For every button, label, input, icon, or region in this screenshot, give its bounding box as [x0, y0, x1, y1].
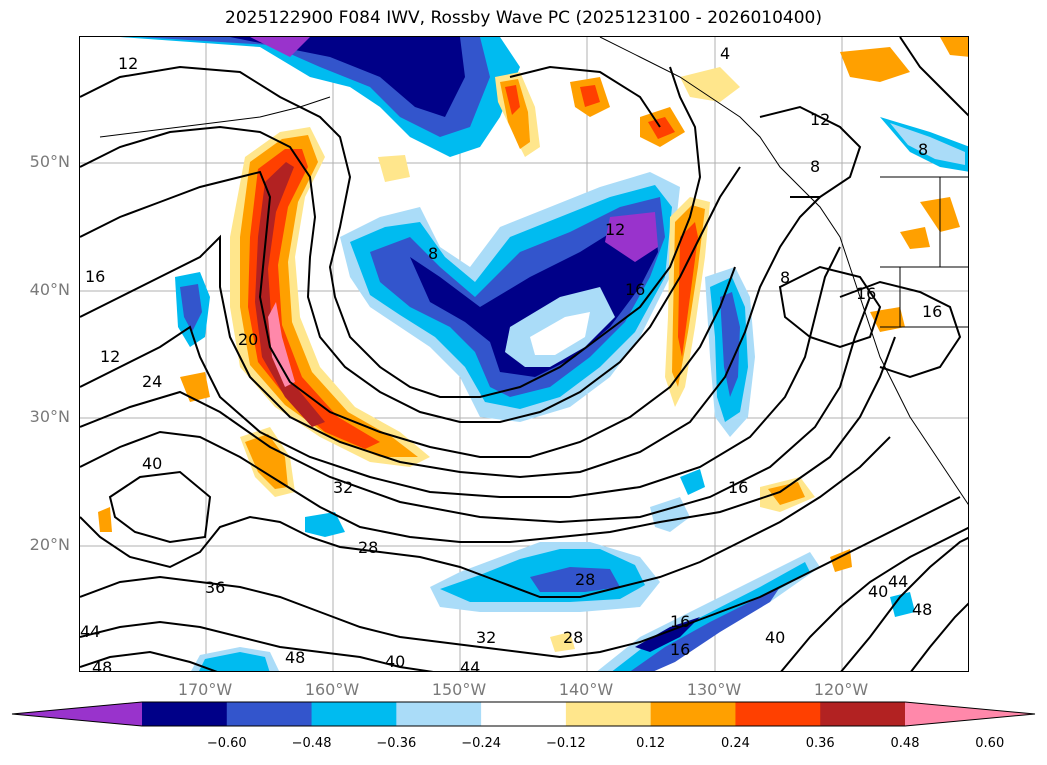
contour-label: 44: [80, 622, 100, 641]
contour-label: 48: [285, 648, 305, 667]
positive-anomaly-fill: [98, 37, 968, 652]
colorbar-segment: [481, 702, 567, 726]
lon-label-120w: 120°W: [813, 680, 869, 699]
contour-label: 28: [563, 628, 583, 647]
lat-label-50n: 50°N: [29, 152, 70, 171]
contour-label: 8: [918, 140, 928, 159]
colorbar-tick-label: −0.48: [291, 736, 332, 751]
colorbar-segment: [565, 702, 652, 726]
coastlines: [99, 37, 968, 505]
contour-label: 32: [333, 478, 353, 497]
contour-label: 16: [856, 284, 876, 303]
contour-label: 28: [358, 538, 378, 557]
map-canvas: 12 4 12 8 8 8 12 16 16 16 16 12 20 24 32…: [80, 37, 968, 672]
colorbar-segment: [226, 702, 313, 726]
contour-label: 48: [912, 600, 932, 619]
lat-label-40n: 40°N: [29, 280, 70, 299]
contour-label: 40: [385, 652, 405, 671]
lon-label-140w: 140°W: [558, 680, 614, 699]
lon-label-160w: 160°W: [304, 680, 360, 699]
contour-label: 8: [810, 157, 820, 176]
colorbar-extend-high: [905, 702, 1035, 726]
contour-label: 28: [575, 570, 595, 589]
contour-label: 24: [142, 372, 162, 391]
colorbar: [11, 701, 1036, 727]
colorbar-tick-label: 0.48: [890, 736, 920, 751]
contour-label: 4: [720, 44, 730, 63]
colorbar-tick-label: 0.36: [805, 736, 835, 751]
colorbar-segment: [311, 702, 397, 726]
contour-label: 32: [476, 628, 496, 647]
colorbar-tick-label: −0.60: [206, 736, 247, 751]
contour-label: 40: [142, 454, 162, 473]
contour-label: 12: [100, 347, 120, 366]
colorbar-tick-label: −0.12: [545, 736, 586, 751]
contour-label: 16: [670, 640, 690, 659]
lon-label-150w: 150°W: [431, 680, 487, 699]
colorbar-outline: [11, 701, 1036, 727]
colorbar-segments: [12, 702, 1035, 726]
contour-label: 16: [670, 612, 690, 631]
lat-label-30n: 30°N: [29, 407, 70, 426]
colorbar-tick-label: 0.24: [720, 736, 750, 751]
contour-label: 12: [118, 54, 138, 73]
contour-label: 44: [460, 658, 480, 672]
colorbar-segment: [650, 702, 736, 726]
contour-label: 12: [605, 220, 625, 239]
contour-label: 20: [238, 330, 258, 349]
contour-label: 16: [85, 267, 105, 286]
contour-label-group: 12 4 12 8 8 8 12 16 16 16 16 12 20 24 32…: [80, 44, 942, 672]
contour-label: 12: [810, 110, 830, 129]
lon-label-170w: 170°W: [177, 680, 233, 699]
contour-label: 44: [888, 572, 908, 591]
colorbar-segment: [396, 702, 482, 726]
colorbar-tick-label: −0.24: [461, 736, 502, 751]
colorbar-segment: [735, 702, 821, 726]
contour-label: 16: [625, 280, 645, 299]
lat-label-20n: 20°N: [29, 535, 70, 554]
colorbar-tick-label: 0.60: [975, 736, 1005, 751]
colorbar-tick-label: 0.12: [636, 736, 666, 751]
contour-label: 40: [868, 582, 888, 601]
iwv-contours: [80, 37, 968, 671]
lon-label-130w: 130°W: [686, 680, 742, 699]
negative-anomaly-fill: [120, 37, 968, 671]
contour-label: 48: [92, 658, 112, 672]
contour-label: 16: [922, 302, 942, 321]
contour-label: 8: [780, 268, 790, 287]
map-panel[interactable]: 12 4 12 8 8 8 12 16 16 16 16 12 20 24 32…: [79, 36, 969, 672]
colorbar-segment: [820, 702, 906, 726]
map-title: 2025122900 F084 IWV, Rossby Wave PC (202…: [225, 8, 822, 28]
contour-label: 40: [765, 628, 785, 647]
colorbar-segment: [142, 702, 228, 726]
contour-label: 8: [428, 244, 438, 263]
contour-label: 36: [205, 578, 225, 597]
contour-label: 16: [728, 478, 748, 497]
colorbar-extend-low: [12, 702, 142, 726]
colorbar-tick-label: −0.36: [376, 736, 417, 751]
